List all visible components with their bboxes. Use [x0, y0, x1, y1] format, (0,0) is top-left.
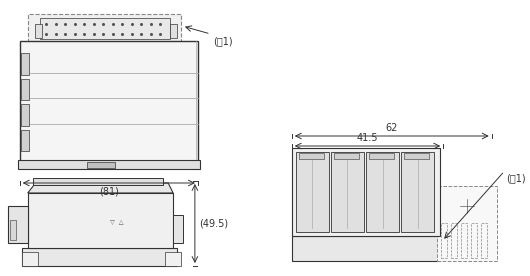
Bar	[22, 248, 177, 266]
Bar	[296, 152, 329, 232]
Text: (주1): (주1)	[507, 173, 526, 183]
Bar	[34, 24, 41, 38]
Bar	[461, 223, 467, 258]
Bar	[21, 104, 29, 126]
Bar	[21, 129, 29, 151]
Bar	[21, 78, 29, 100]
Bar	[173, 215, 183, 243]
Bar	[481, 223, 487, 258]
Bar	[20, 41, 198, 161]
Bar	[170, 24, 177, 38]
Bar	[471, 223, 477, 258]
Circle shape	[456, 195, 478, 217]
Bar	[441, 223, 447, 258]
Bar	[292, 236, 440, 261]
Bar	[18, 160, 200, 169]
Bar	[28, 193, 173, 248]
Bar	[451, 223, 457, 258]
Text: 62: 62	[385, 123, 398, 133]
Text: (49.5): (49.5)	[199, 219, 228, 229]
Bar	[331, 152, 364, 232]
Bar	[87, 162, 115, 168]
Bar	[21, 53, 29, 75]
Bar	[8, 206, 28, 243]
Text: (81): (81)	[99, 186, 119, 196]
Bar	[369, 153, 394, 159]
Bar	[437, 186, 497, 261]
Bar	[40, 18, 170, 39]
Bar	[33, 178, 163, 185]
Bar	[401, 152, 434, 232]
Bar	[10, 220, 16, 240]
Bar	[165, 252, 181, 266]
Bar	[22, 252, 38, 266]
Bar	[28, 14, 181, 43]
Bar	[404, 153, 429, 159]
Text: ▽  △: ▽ △	[110, 219, 123, 224]
Bar	[292, 148, 440, 236]
Bar	[366, 152, 399, 232]
Text: 41.5: 41.5	[357, 133, 378, 143]
Polygon shape	[28, 183, 173, 193]
Text: (주1): (주1)	[213, 36, 232, 46]
Bar	[299, 153, 324, 159]
Bar	[334, 153, 359, 159]
